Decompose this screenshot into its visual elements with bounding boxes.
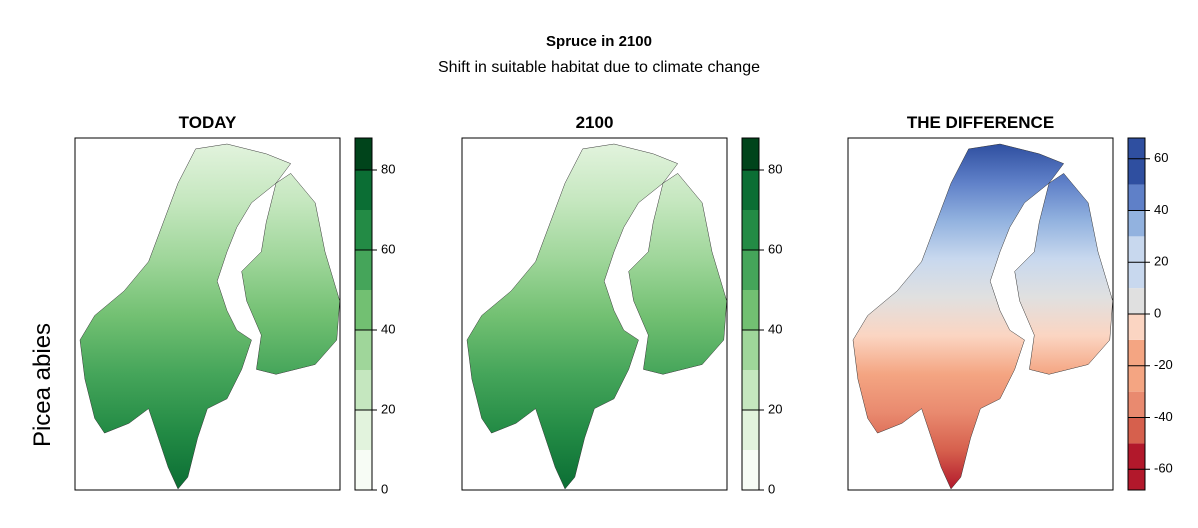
colorbar-bin xyxy=(355,290,372,330)
colorbar-bin xyxy=(742,290,759,330)
colorbar-bin xyxy=(742,250,759,290)
colorbar-bin xyxy=(1128,314,1145,340)
colorbar-tick-label: 60 xyxy=(768,241,782,256)
colorbar-bin xyxy=(742,410,759,450)
colorbar-tick-label: 20 xyxy=(768,401,782,416)
colorbar-bin xyxy=(742,330,759,370)
colorbar-tick-label: 40 xyxy=(1154,202,1168,217)
colorbar-bin xyxy=(355,410,372,450)
colorbar-tick-label: 60 xyxy=(381,241,395,256)
colorbar-bin xyxy=(1128,443,1145,490)
colorbar-bin xyxy=(355,170,372,210)
colorbar-tick-label: 20 xyxy=(1154,254,1168,269)
colorbar-bin xyxy=(355,370,372,410)
colorbar-bin xyxy=(742,370,759,410)
colorbar-bin xyxy=(1128,391,1145,418)
colorbar-tick-label: 80 xyxy=(768,161,782,176)
colorbar-tick-label: -20 xyxy=(1154,357,1173,372)
colorbar-tick-label: 80 xyxy=(381,161,395,176)
colorbar-bin xyxy=(355,450,372,490)
colorbar-bin xyxy=(742,450,759,490)
colorbar-tick-label: 40 xyxy=(381,321,395,336)
colorbar-tick-label: 0 xyxy=(381,481,388,496)
colorbar-bin xyxy=(355,138,372,170)
colorbar-bin xyxy=(1128,210,1145,237)
colorbar-tick-label: 20 xyxy=(381,401,395,416)
colorbar-bin xyxy=(355,210,372,250)
colorbar-bin xyxy=(1128,417,1145,444)
colorbar-bin xyxy=(1128,288,1145,314)
colorbar-tick-label: 60 xyxy=(1154,150,1168,165)
colorbar-tick-label: -60 xyxy=(1154,461,1173,476)
colorbar-bin xyxy=(355,250,372,290)
colorbar-bin xyxy=(742,138,759,170)
colorbar-bin xyxy=(1128,184,1145,211)
colorbar-tick-label: -40 xyxy=(1154,409,1173,424)
title: Spruce in 2100 xyxy=(546,33,652,50)
panel-title: 2100 xyxy=(576,113,614,132)
panel-title: THE DIFFERENCE xyxy=(907,113,1054,132)
panel-title: TODAY xyxy=(179,113,237,132)
colorbar-tick-label: 40 xyxy=(768,321,782,336)
colorbar-bin xyxy=(355,330,372,370)
colorbar-bin xyxy=(742,210,759,250)
colorbar-tick-label: 0 xyxy=(1154,305,1161,320)
subtitle: Shift in suitable habitat due to climate… xyxy=(438,59,760,76)
colorbar-bin xyxy=(1128,138,1145,185)
row-label: Picea abies xyxy=(29,323,56,447)
colorbar-tick-label: 0 xyxy=(768,481,775,496)
colorbar-bin xyxy=(742,170,759,210)
